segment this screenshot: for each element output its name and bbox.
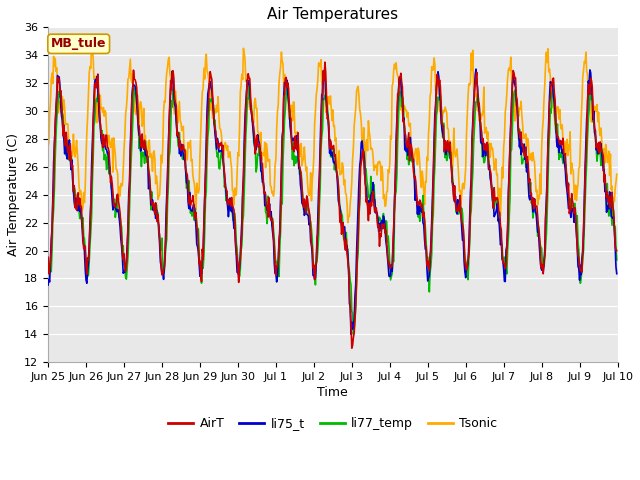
li77_temp [171,96,179,101]
Tsonic [202,58,209,63]
Y-axis label: Air Temperature (C): Air Temperature (C) [7,133,20,256]
Line: li77_temp: li77_temp [48,83,617,334]
li77_temp [44,276,52,282]
li77_temp [201,228,209,234]
AirT [348,345,356,351]
Tsonic [44,144,52,150]
Tsonic [613,171,621,177]
Tsonic [114,172,122,178]
Tsonic [88,41,95,47]
li75_t [54,79,62,85]
AirT [44,254,52,260]
li77_temp [403,156,411,162]
li77_temp [54,96,62,101]
Title: Air Temperatures: Air Temperatures [268,7,398,22]
li75_t [44,282,52,288]
Text: MB_tule: MB_tule [51,37,106,50]
li75_t [113,209,121,215]
AirT [321,60,329,65]
li75_t [472,66,480,72]
AirT [54,75,62,81]
Tsonic [420,190,428,196]
AirT [201,196,209,202]
li77_temp [420,213,428,218]
Tsonic [403,114,411,120]
li75_t [403,149,410,155]
Tsonic [54,110,62,116]
li75_t [419,220,427,226]
li77_temp [245,80,253,86]
Line: li75_t: li75_t [48,69,617,334]
X-axis label: Time: Time [317,386,348,399]
AirT [113,192,121,198]
li75_t [201,193,209,199]
AirT [420,209,428,215]
li77_temp [349,331,357,337]
Line: Tsonic: Tsonic [48,44,617,223]
li77_temp [613,257,621,263]
Line: AirT: AirT [48,62,617,348]
Tsonic [172,88,179,94]
AirT [171,96,179,102]
li75_t [613,271,621,276]
Tsonic [344,220,352,226]
li77_temp [113,198,121,204]
AirT [613,248,621,253]
li75_t [347,331,355,337]
Legend: AirT, li75_t, li77_temp, Tsonic: AirT, li75_t, li77_temp, Tsonic [163,412,502,435]
li75_t [171,102,179,108]
AirT [403,144,411,150]
